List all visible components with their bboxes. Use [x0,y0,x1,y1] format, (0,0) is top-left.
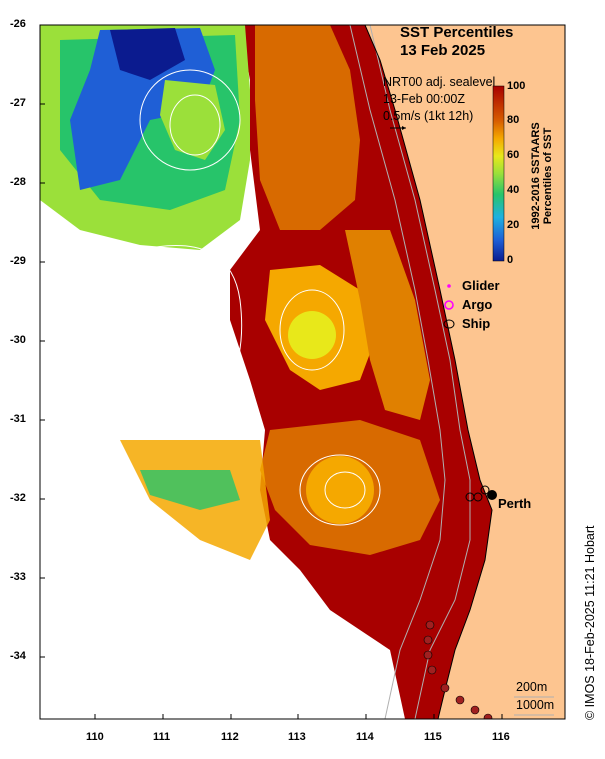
colorbar-tick: 80 [507,114,520,126]
colorbar-label-line-2: Percentiles of SST [542,127,554,225]
x-tick-label: 112 [221,731,239,743]
x-tick-label: 110 [86,731,104,743]
colorbar-tick: 60 [507,149,520,161]
colorbar-label-line-1: 1992-2016 SSTAARS [530,122,542,230]
y-tick-label: -29 [10,255,26,267]
contour-eddy-south [299,454,381,526]
contour-eddy-north [139,69,241,171]
contour-eddy-mid [279,289,345,371]
ship-track-point [455,695,465,705]
glider-icon [447,284,451,288]
coastline [364,25,493,719]
ship-marker [473,492,483,502]
y-tick-label: -34 [10,650,26,662]
legend-argo: Argo [462,297,493,312]
y-tick-label: -31 [10,413,26,425]
y-tick-label: -27 [10,97,26,109]
map-title: SST Percentiles 13 Feb 2025 [400,24,513,60]
sst-blue-core [70,28,215,190]
x-tick-label: 115 [424,731,442,743]
contour-eddy-south-inner [324,471,366,509]
colorbar-tick: 100 [507,80,526,92]
sst-orange-east [345,230,430,420]
scale-label-1000m: 1000m [516,698,555,712]
y-tick-label: -32 [10,492,26,504]
info-line-2: 13-Feb 00:00Z [383,92,465,106]
title-line-2: 13 Feb 2025 [400,42,486,59]
colorbar-tick: 40 [507,184,520,196]
y-tick-label: -28 [10,176,26,188]
y-tick-label: -30 [10,334,26,346]
ship-track-point [427,665,437,675]
ship-track-point [440,683,450,693]
ship-icon [443,319,455,329]
ship-track-point [425,620,435,630]
sst-green-south [140,470,240,510]
x-tick-label: 111 [153,731,171,743]
isobath-200m [369,25,471,719]
ship-track-point [483,713,493,719]
x-tick-label: 113 [288,731,306,743]
legend-glider: Glider [462,278,500,293]
ship-marker [480,485,490,495]
isobath-1000m [349,25,446,719]
ship-track-point [423,635,433,645]
place-label-perth: Perth [498,496,532,511]
info-line-1: NRT00 adj. sealevel [383,75,496,89]
contour-eddy-north-inner [169,94,221,156]
y-tick-label: -26 [10,18,26,30]
legend-ship: Ship [462,316,491,331]
sst-orange-north [255,25,360,230]
contour-west [139,245,243,421]
colorbar-tick: 0 [507,254,514,266]
sst-deep-blue [110,28,185,80]
ship-track-point [423,650,433,660]
colorbar [492,85,505,262]
plot-frame [39,24,566,720]
colorbar-tick: 20 [507,219,520,231]
credit-text: © IMOS 18-Feb-2025 11:21 Hobart [583,525,597,721]
info-line-3: 0.5m/s (1kt 12h) [383,109,474,123]
colorbar-label: 1992-2016 SSTAARS Percentiles of SST [530,106,554,246]
scale-label-200m: 200m [516,680,548,694]
sst-yellow-eddy [288,311,336,359]
sst-orange-eddy-south [306,456,374,524]
y-tick-label: -33 [10,571,26,583]
perth-marker [487,490,497,500]
title-line-1: SST Percentiles [400,24,514,41]
x-tick-label: 114 [356,731,374,743]
info-block: NRT00 adj. sealevel 13-Feb 00:00Z 0.5m/s… [383,74,495,125]
x-tick-label: 116 [492,731,510,743]
argo-icon [444,300,454,310]
ship-track-point [470,705,480,715]
